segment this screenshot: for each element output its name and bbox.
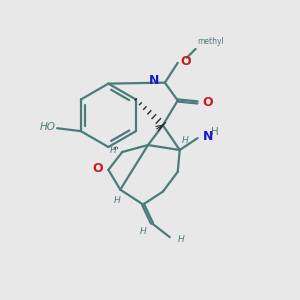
Text: N: N [148,74,159,87]
Text: methyl: methyl [198,37,224,46]
Text: ''': ''' [112,146,119,155]
Text: N: N [202,130,213,142]
Text: H: H [139,227,146,236]
Text: HO: HO [39,122,55,132]
Text: O: O [202,96,213,109]
Text: O: O [181,55,191,68]
Text: H: H [114,196,121,205]
Text: H: H [110,146,116,154]
Text: O: O [93,162,104,175]
Text: H: H [178,235,184,244]
Text: H: H [182,136,188,145]
Text: H: H [212,127,219,137]
